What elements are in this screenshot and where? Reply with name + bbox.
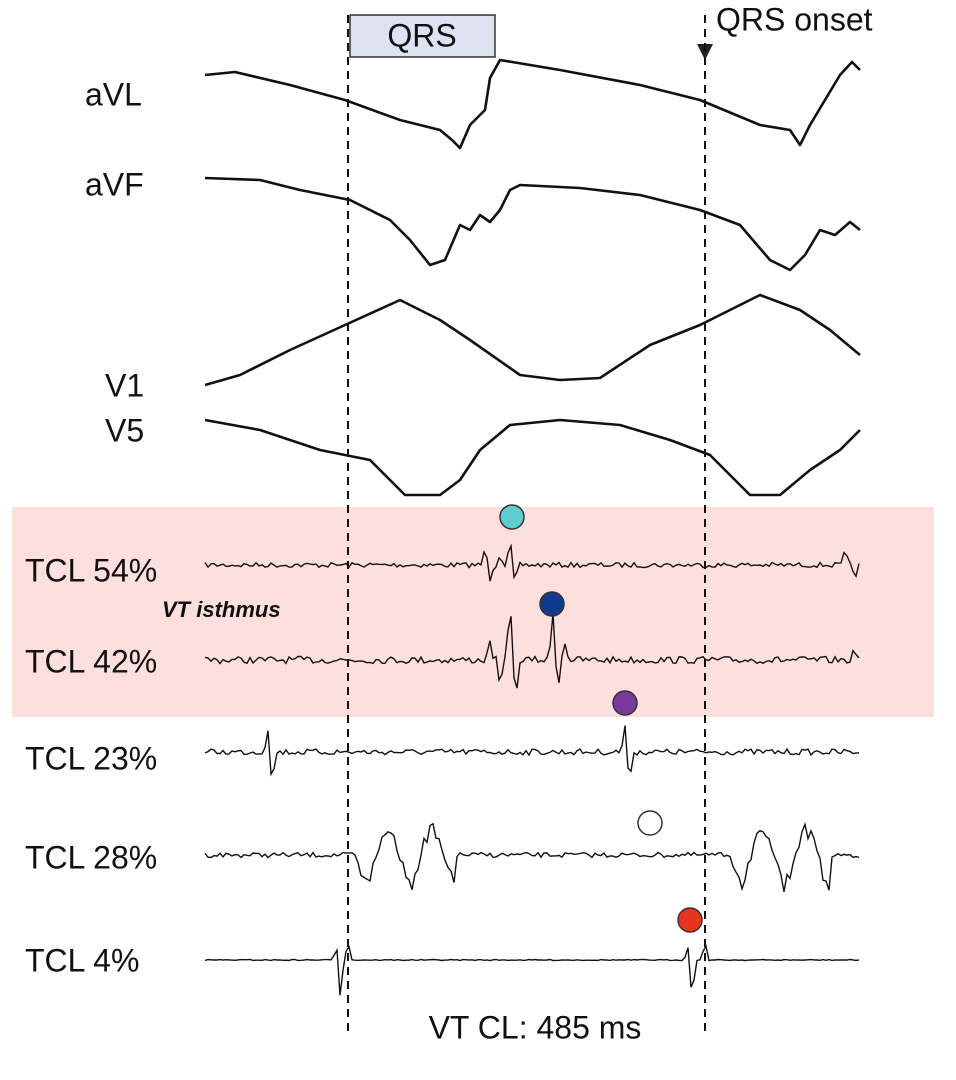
- egm-label: TCL 54%: [25, 552, 157, 588]
- egm-label: TCL 4%: [25, 942, 139, 978]
- qrs-box: [349, 14, 496, 58]
- egm-label: TCL 28%: [25, 839, 157, 875]
- isthmus-label: VT isthmus: [162, 597, 281, 622]
- marker-dot: [677, 907, 703, 933]
- qrs-onset-label: QRS onset: [716, 1, 873, 37]
- marker-dot: [637, 810, 663, 836]
- cycle-length-label: VT CL: 485 ms: [429, 1009, 642, 1045]
- lead-label: V5: [105, 412, 144, 448]
- isthmus-band: [12, 507, 934, 717]
- egm-label: TCL 23%: [25, 740, 157, 776]
- v5-trace: [204, 418, 861, 497]
- qrs-label: QRS: [387, 17, 456, 53]
- avf-trace: [204, 176, 861, 272]
- avl-trace: [204, 58, 861, 150]
- lead-label: aVF: [85, 166, 144, 202]
- electrogram-trace: [204, 543, 860, 582]
- marker-dot: [539, 591, 565, 617]
- lead-label: V1: [105, 367, 144, 403]
- electrogram-trace: [204, 822, 860, 893]
- onset-arrow: [697, 44, 713, 60]
- lead-label: aVL: [85, 76, 142, 112]
- marker-dot: [612, 690, 638, 716]
- electrogram-trace: [204, 725, 860, 777]
- v1-trace: [204, 293, 861, 387]
- electrogram-trace: [204, 944, 860, 996]
- marker-dot: [499, 504, 525, 530]
- egm-label: TCL 42%: [25, 643, 157, 679]
- electrogram-trace: [204, 613, 860, 689]
